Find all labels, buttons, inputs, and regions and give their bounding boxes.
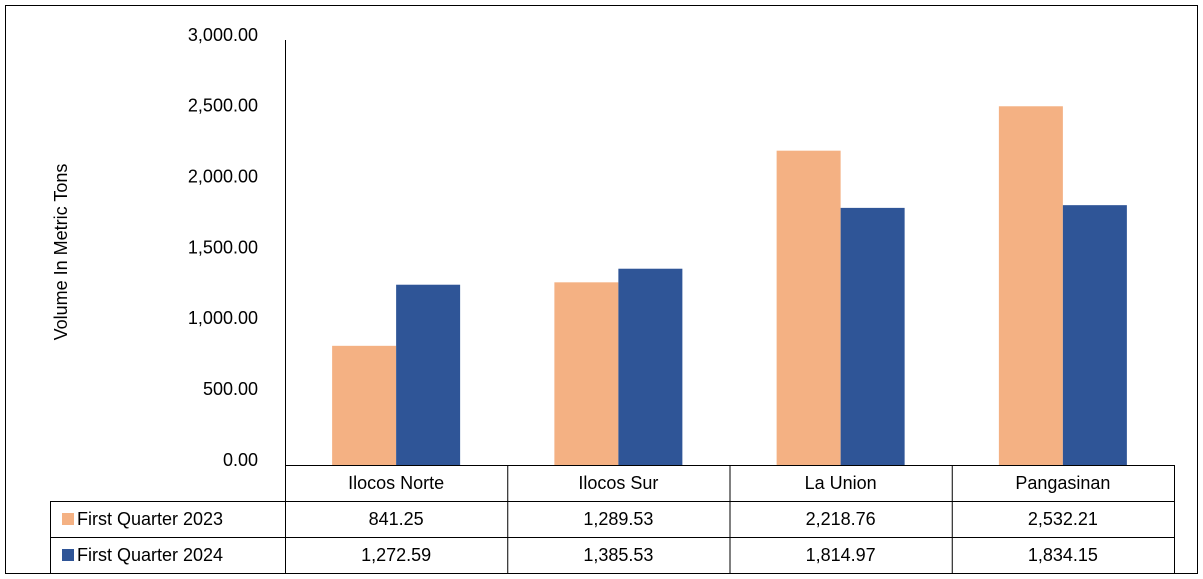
table-value: 2,532.21 — [1028, 509, 1098, 529]
y-tick-label: 2,000.00 — [188, 166, 258, 186]
x-tick-label: Pangasinan — [1015, 473, 1110, 493]
table-value: 1,385.53 — [583, 545, 653, 565]
legend-label: First Quarter 2023 — [77, 509, 223, 529]
y-tick-label: 1,000.00 — [188, 308, 258, 328]
bar — [396, 284, 461, 465]
legend-swatch — [62, 513, 74, 525]
table-value: 841.25 — [369, 509, 424, 529]
table-value: 1,834.15 — [1028, 545, 1098, 565]
legend-swatch — [62, 549, 74, 561]
x-tick-label: La Union — [805, 473, 877, 493]
table-value: 1,272.59 — [361, 545, 431, 565]
bar — [1062, 205, 1127, 465]
legend-label: First Quarter 2024 — [77, 545, 223, 565]
x-tick-label: Ilocos Sur — [578, 473, 658, 493]
y-tick-label: 0.00 — [223, 450, 258, 470]
y-axis-label: Volume In Metric Tons — [51, 164, 71, 341]
y-tick-label: 500.00 — [203, 379, 258, 399]
bar — [776, 150, 841, 465]
table-value: 1,814.97 — [806, 545, 876, 565]
y-tick-label: 2,500.00 — [188, 96, 258, 116]
x-tick-label: Ilocos Norte — [348, 473, 444, 493]
bar — [998, 106, 1063, 465]
bar — [332, 345, 397, 465]
bar — [840, 207, 905, 465]
y-tick-label: 3,000.00 — [188, 25, 258, 45]
y-tick-label: 1,500.00 — [188, 237, 258, 257]
bar — [554, 282, 619, 465]
bar — [618, 268, 683, 465]
table-value: 1,289.53 — [583, 509, 653, 529]
table-value: 2,218.76 — [806, 509, 876, 529]
